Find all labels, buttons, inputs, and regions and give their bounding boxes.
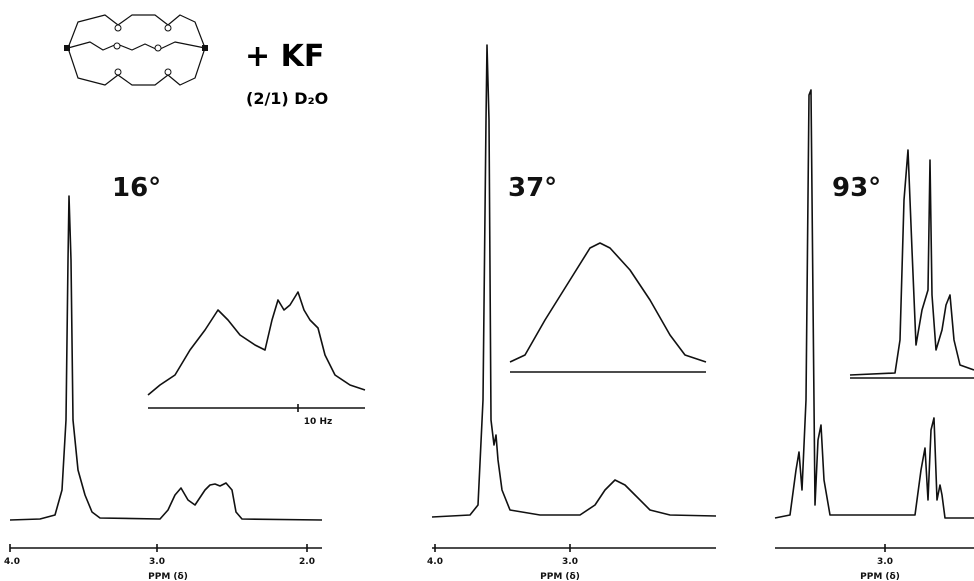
tick-label: 3.0 [877,557,893,567]
temperature: 37° [508,173,557,203]
tick-label: 3.0 [562,557,578,567]
tick-label: 3.0 [149,557,165,567]
axis-label: PPM (δ) [540,572,580,581]
tick-label: 4.0 [4,557,20,567]
tick-label: 4.0 [427,557,443,567]
inset-spectrum [509,242,707,363]
spectrum [774,89,974,519]
molecule [64,14,208,86]
spectrum [9,195,323,521]
axis-label: PPM (δ) [148,572,188,581]
tick-label: 2.0 [299,557,315,567]
reagent: + KF [245,39,324,74]
inset-scale: 10 Hz [304,417,332,427]
inset-spectrum [849,149,974,376]
axis-label: PPM (δ) [860,572,900,581]
temperature: 16° [112,173,161,203]
temperature: 93° [832,173,881,203]
inset-spectrum [147,291,366,396]
spectrum [431,44,717,518]
solvent: (2/1) D₂O [246,89,328,108]
